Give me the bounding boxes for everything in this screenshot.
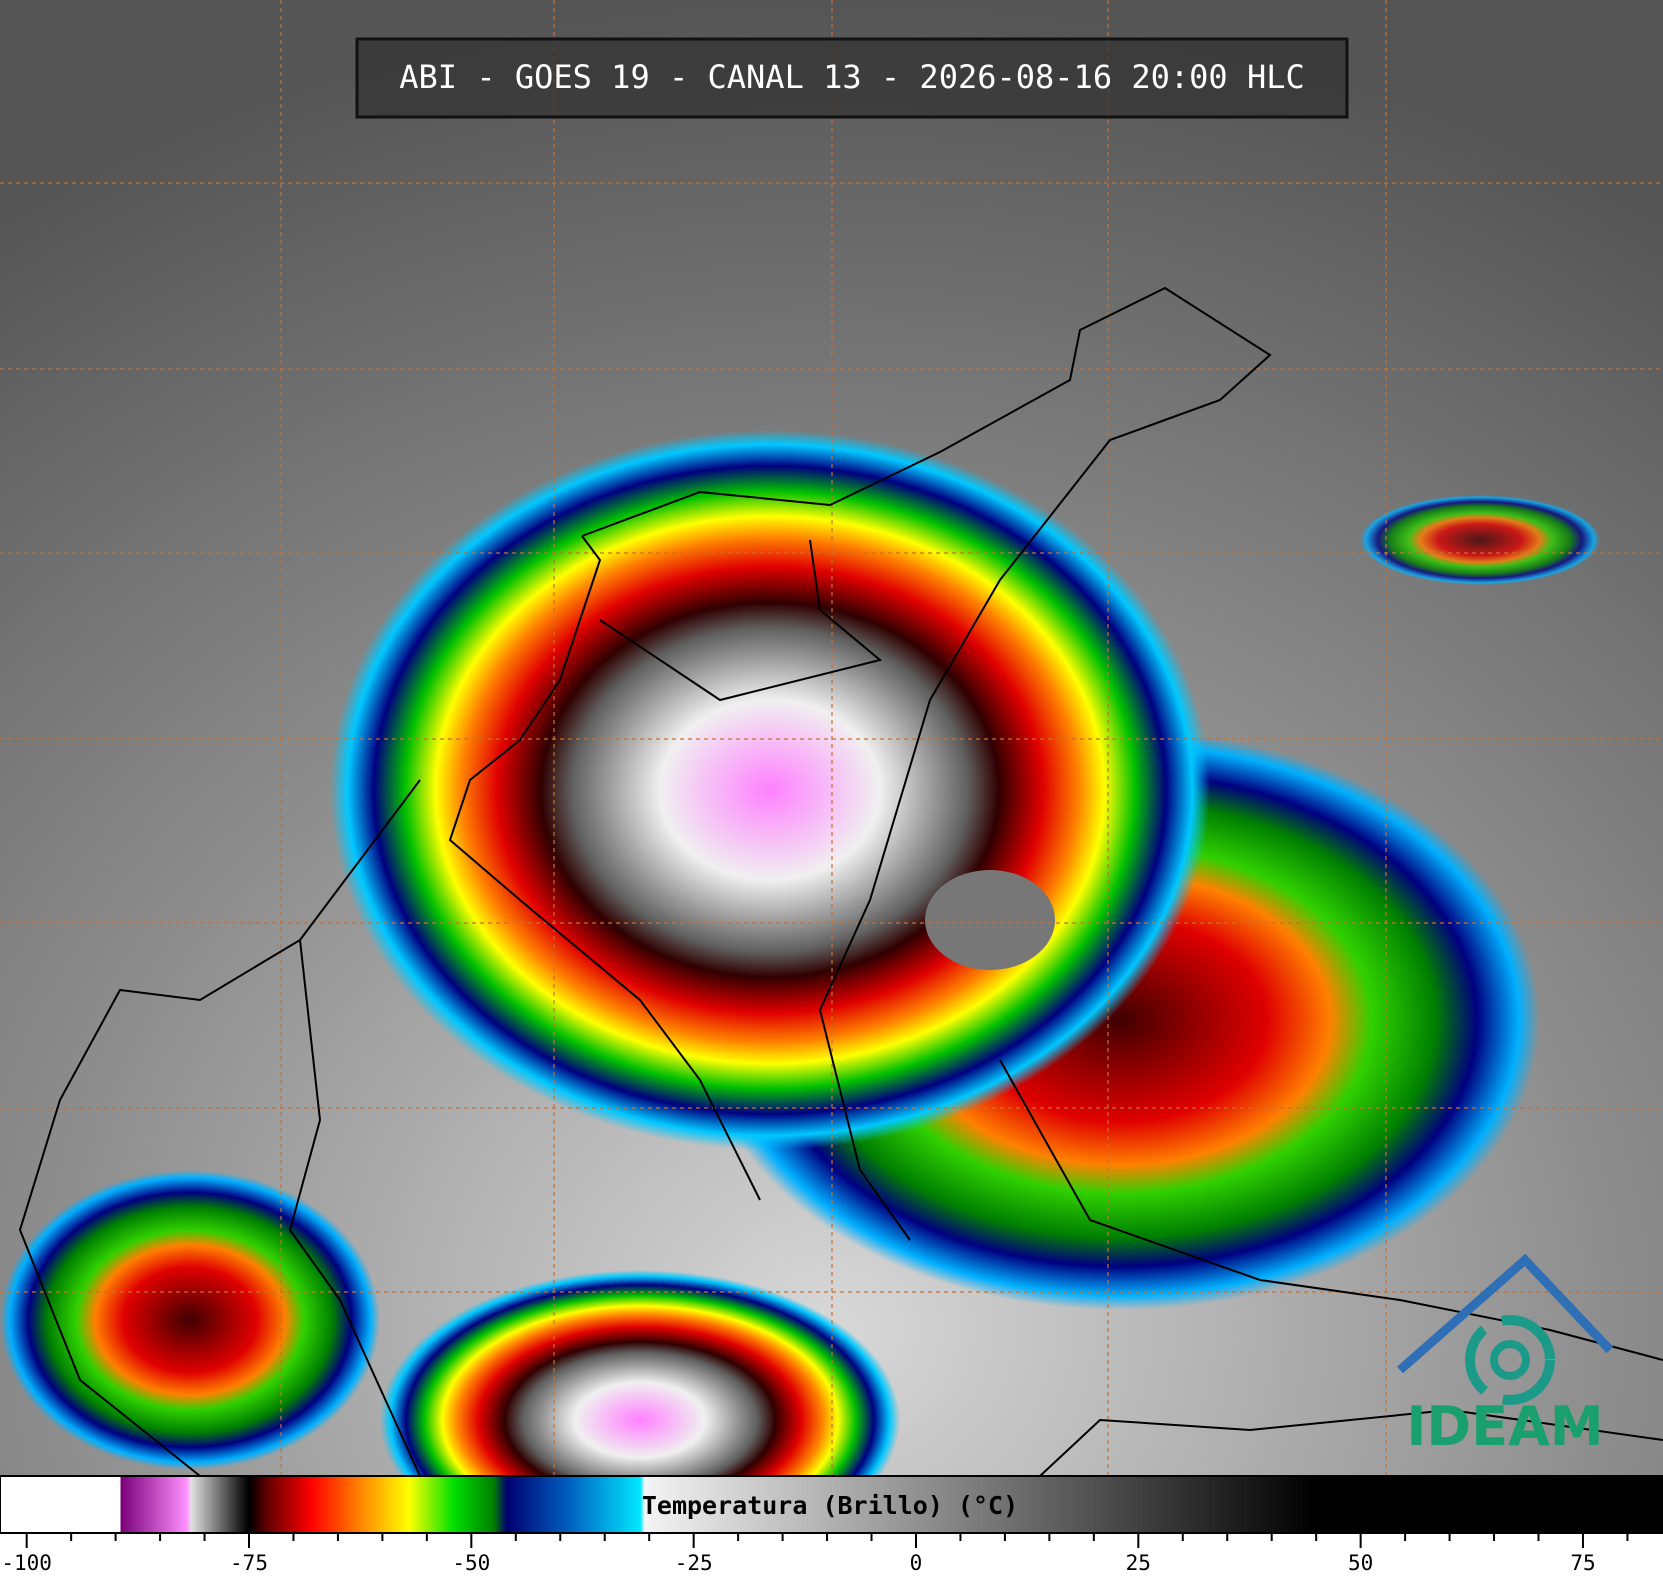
tick-label: 75 [1570, 1551, 1595, 1575]
tick-label: -25 [675, 1551, 713, 1575]
tick-label: 0 [910, 1551, 923, 1575]
logo-text: IDEAM [1406, 1395, 1603, 1458]
convective-cell [1360, 495, 1600, 585]
title-box [355, 37, 1349, 119]
graticule [0, 0, 1663, 1476]
convective-cell [0, 1170, 380, 1470]
tick-label: 50 [1348, 1551, 1373, 1575]
borders [18, 286, 1663, 1477]
tick-label: 25 [1126, 1551, 1151, 1575]
colorbar [0, 1475, 1663, 1534]
colorbar-label: Temperatura (Brillo) (°C) [642, 1491, 1018, 1520]
convective-cell [330, 430, 1210, 1150]
tick-label: -100 [1, 1551, 52, 1575]
title: ABI - GOES 19 - CANAL 13 - 2026-08-16 20… [399, 58, 1304, 96]
logo-spiral [1490, 1340, 1530, 1380]
logo-spiral [1465, 1315, 1555, 1405]
logo-roof [1397, 1253, 1614, 1374]
warm-spot [925, 870, 1055, 970]
tick-label: -75 [230, 1551, 268, 1575]
logo: IDEAM [1397, 1253, 1614, 1458]
tick-label: -50 [452, 1551, 490, 1575]
